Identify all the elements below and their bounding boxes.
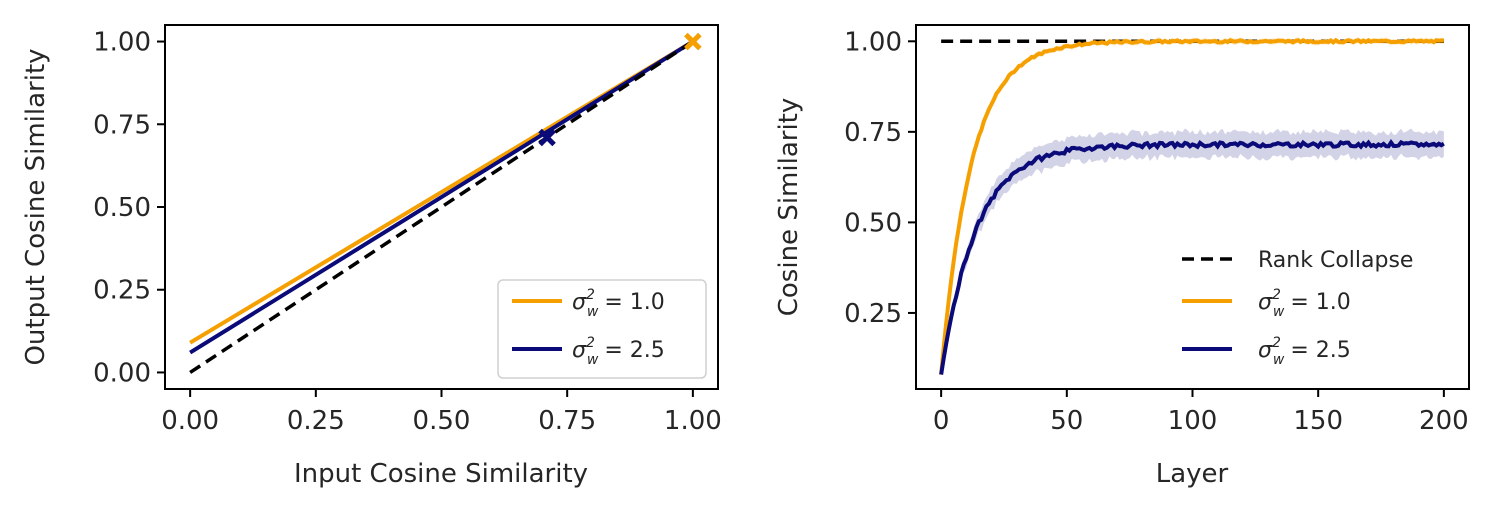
right-plot-area [939, 37, 1445, 375]
left-y-axis-label: Output Cosine Similarity [21, 48, 51, 365]
left-legend-frame [497, 279, 707, 379]
left-y-tick-label: 1.00 [93, 28, 151, 58]
left-x-tick-label: 0.50 [413, 406, 471, 436]
right-subplot: 0 50 100 150 200 0.25 0.50 0.75 1.00 Layer Cosin… [774, 24, 1470, 489]
right-y-tick-label: 0.75 [844, 118, 902, 148]
right-y-tick-label: 0.50 [844, 208, 902, 238]
series-line-sigma-2-5 [939, 138, 1445, 375]
left-legend-label-sigma-2-5: σ2 w = 2.5 [572, 335, 665, 368]
band-sigma-2-5 [941, 128, 1444, 374]
left-plot-area [189, 32, 702, 374]
right-legend-label-sigma-1: σ2 w = 1.0 [1258, 287, 1351, 320]
left-y-tick-label: 0.75 [93, 110, 151, 140]
left-legend: σ2 w = 1.0 σ2 w = 2.5 [497, 279, 707, 379]
left-axes-frame [164, 24, 719, 390]
left-x-tick-label: 0.00 [161, 406, 219, 436]
left-legend-label-sigma-1: σ2 w = 1.0 [572, 287, 665, 320]
left-y-tick-label: 0.50 [93, 193, 151, 223]
right-x-tick-label: 150 [1293, 406, 1343, 436]
series-line-sigma-2-5 [189, 39, 694, 355]
left-y-tick-label: 0.25 [93, 276, 151, 306]
right-y-tick-label: 1.00 [844, 27, 902, 57]
right-y-tick-label: 0.25 [844, 299, 902, 329]
left-x-tick-label: 1.00 [664, 406, 722, 436]
left-ticks: 0.00 0.25 0.50 0.75 1.00 0.00 0.25 0.50 0.75 1.00 [93, 28, 722, 436]
marker-x-sigma-1-0 [684, 32, 702, 51]
right-plot-series [939, 37, 1445, 375]
identity-line [189, 40, 694, 374]
left-subplot: 0.00 0.25 0.50 0.75 1.00 0.00 0.25 0.50 0.75 1.00… [21, 24, 722, 489]
series-line-sigma-1-0 [939, 37, 1445, 375]
left-plot-series [189, 32, 702, 374]
right-y-axis-label: Cosine Similarity [774, 98, 804, 317]
right-x-tick-label: 0 [933, 406, 950, 436]
right-axes-frame [915, 24, 1470, 390]
right-ticks: 0 50 100 150 200 0.25 0.50 0.75 1.00 [844, 27, 1469, 436]
right-legend-label-sigma-2-5: σ2 w = 2.5 [1258, 335, 1351, 368]
right-legend-label-rank-collapse: Rank Collapse [1258, 248, 1413, 273]
right-x-tick-label: 50 [1050, 406, 1083, 436]
band-sigma-1-0 [941, 37, 1444, 375]
right-x-axis-label: Layer [1156, 459, 1229, 489]
left-x-tick-label: 0.25 [287, 406, 345, 436]
marker-x-sigma-2-5 [538, 128, 556, 147]
right-legend: Rank Collapse σ2 w = 1.0 σ2 w = 2.5 [1182, 248, 1413, 368]
left-x-axis-label: Input Cosine Similarity [294, 459, 588, 489]
left-x-tick-label: 0.75 [538, 406, 596, 436]
right-x-tick-label: 100 [1168, 406, 1218, 436]
right-x-tick-label: 200 [1419, 406, 1469, 436]
left-y-tick-label: 0.00 [93, 358, 151, 388]
